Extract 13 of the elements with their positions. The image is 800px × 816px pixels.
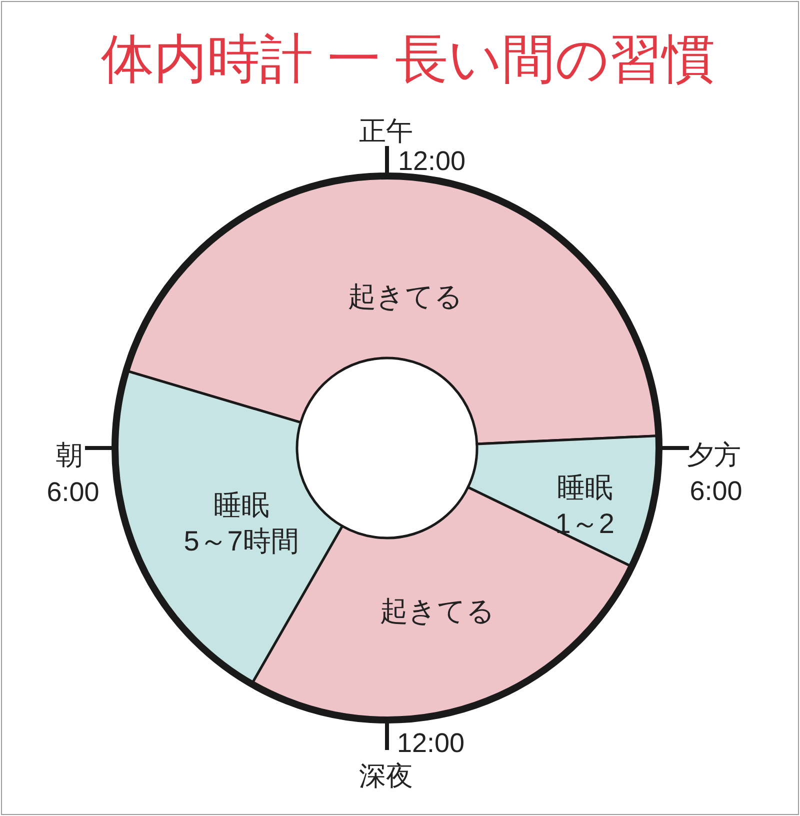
text: 6:00: [46, 477, 100, 507]
chart-title: 体内時計 一 長い間の習慣: [100, 30, 716, 89]
text: 正午: [359, 116, 413, 146]
slice-label: 睡眠 5～7時間: [184, 489, 299, 556]
text: 12:00: [397, 728, 465, 758]
slice-label: 起きてる: [348, 281, 463, 312]
text: 6:00: [690, 476, 742, 506]
text: 深夜: [359, 761, 413, 791]
text: 夕方: [687, 440, 741, 470]
text: 12:00: [398, 146, 466, 176]
slice-label: 起きてる: [380, 595, 496, 626]
text: 朝: [56, 440, 83, 470]
slice-label: 睡眠 1～2: [555, 472, 614, 539]
